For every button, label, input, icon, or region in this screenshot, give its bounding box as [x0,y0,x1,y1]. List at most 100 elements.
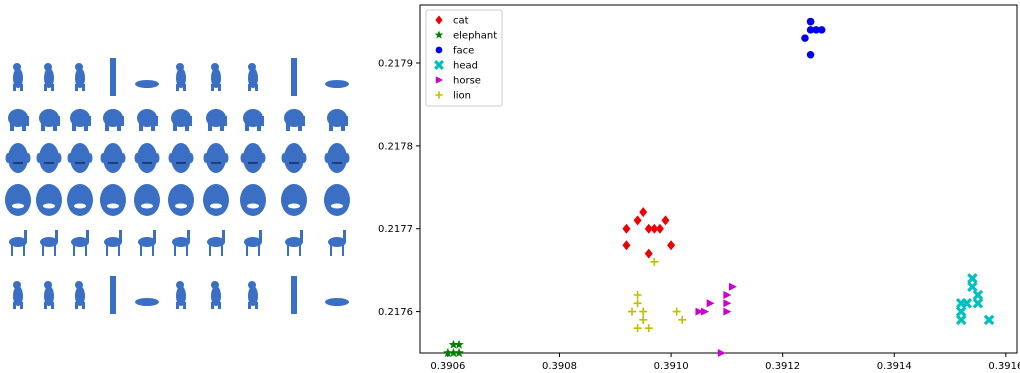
point-lion [639,315,648,324]
point-cat [644,248,653,259]
point-lion [628,307,637,316]
point-cat [622,223,631,234]
gallery-shape-head [240,143,266,173]
gallery-shape-elephant [243,109,264,131]
gallery-shape-cat [13,63,23,91]
x-tick-label: 0.3912 [765,361,800,372]
point-head [967,273,978,284]
gallery-shape-face [203,184,229,216]
point-face [806,50,815,59]
point-head [972,298,984,309]
gallery-shape-cat [248,63,258,91]
gallery-shape-horse [104,230,122,256]
gallery-shape-horse [207,230,225,256]
point-cat [644,223,653,234]
gallery-shape-head [168,143,194,173]
gallery-shape-lion [211,281,221,309]
gallery-shape-elephant [8,109,29,131]
y-axis-ticks: 0.2176 0.2177 0.2178 0.2179 [378,59,420,318]
point-head [983,314,995,326]
gallery-shape-horse [285,230,303,256]
gallery-shape-elephant [70,109,91,131]
gallery-shape-face [240,184,266,216]
point-cat [655,223,664,234]
gallery-shape-head [324,143,350,173]
legend-marker-head [434,60,444,70]
gallery-shape-elephant [137,109,158,131]
gallery-shape-cat [110,58,116,96]
point-head [967,281,978,292]
gallery-shape-lion [248,281,258,309]
gallery-shape-cat [211,63,221,91]
point-elephant [454,348,464,358]
gallery-shape-face [324,184,350,216]
point-elephant [454,339,464,349]
point-face [817,26,826,34]
gallery-shape-face [67,184,93,216]
gallery-shape-face [100,184,126,216]
x-tick-label: 0.3916 [988,361,1020,372]
gallery-shape-cat [325,80,349,88]
y-tick-label: 0.2176 [378,307,413,318]
point-lion [633,291,642,299]
x-tick-label: 0.3906 [430,361,465,372]
point-cat [622,240,631,251]
point-cat [633,215,642,226]
legend-box [425,9,503,107]
gallery-shape-head [67,143,93,173]
gallery-shape-head [5,143,31,173]
gallery-shape-lion [44,281,54,309]
gallery-shape-head [203,143,229,173]
point-horse [728,282,737,291]
gallery-shape-horse [328,230,346,256]
gallery-shape-cat [44,63,54,91]
point-horse [723,299,732,308]
point-cat [639,207,648,218]
point-lion [672,307,681,316]
gallery-shape-head [281,143,307,173]
point-horse [723,291,732,299]
gallery-shape-lion [75,281,85,309]
gallery-shape-lion [13,281,23,309]
x-tick-label: 0.3914 [877,361,912,372]
point-horse [695,307,704,316]
legend-label-head: head [453,61,478,72]
x-tick-label: 0.3910 [654,361,689,372]
point-elephant [443,348,453,358]
point-elephant [448,348,459,358]
gallery-shape-elephant [39,109,60,131]
point-cat [650,223,659,234]
gallery-shape-face [5,184,31,216]
gallery-shape-face [168,184,194,216]
point-lion [644,324,653,333]
point-lion [633,299,642,308]
legend-marker-elephant [434,30,444,39]
point-lion [678,315,687,324]
gallery-shape-cat [135,80,159,88]
point-horse [723,307,732,316]
gallery-shape-horse [40,230,58,256]
gallery-shape-cat [75,63,85,91]
plot-frame [419,4,1018,354]
legend-label-elephant: elephant [453,31,497,42]
gallery-shape-horse [138,230,156,256]
point-face [812,26,820,34]
point-face [806,26,815,34]
legend-label-horse: horse [453,76,481,87]
point-cat [667,240,676,251]
legend: cat elephant face head horse lion [425,9,503,107]
gallery-shape-lion [325,298,349,306]
gallery-shape-head [36,143,62,173]
point-face [806,17,815,26]
gallery-shape-face [134,184,160,216]
legend-marker-face [435,46,443,54]
legend-marker-cat [435,15,443,25]
gallery-shape-elephant [284,109,305,131]
legend-label-cat: cat [453,16,469,27]
scatter-chart: 0.3906 0.3908 0.3910 0.3912 0.3914 0.3916 0.2… [378,4,1020,372]
x-tick-label: 0.3908 [542,361,577,372]
y-tick-label: 0.2179 [378,59,413,70]
y-tick-label: 0.2177 [378,224,413,235]
point-lion [650,257,659,266]
gallery-shape-face [281,184,307,216]
